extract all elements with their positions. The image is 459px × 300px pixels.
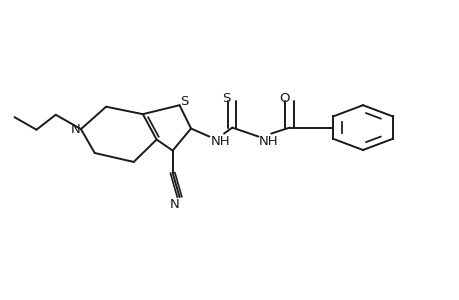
Text: O: O: [278, 92, 289, 105]
Text: S: S: [222, 92, 230, 105]
Text: NH: NH: [258, 135, 278, 148]
Text: NH: NH: [210, 135, 230, 148]
Text: N: N: [70, 123, 80, 136]
Text: S: S: [179, 95, 188, 108]
Text: N: N: [170, 198, 179, 211]
